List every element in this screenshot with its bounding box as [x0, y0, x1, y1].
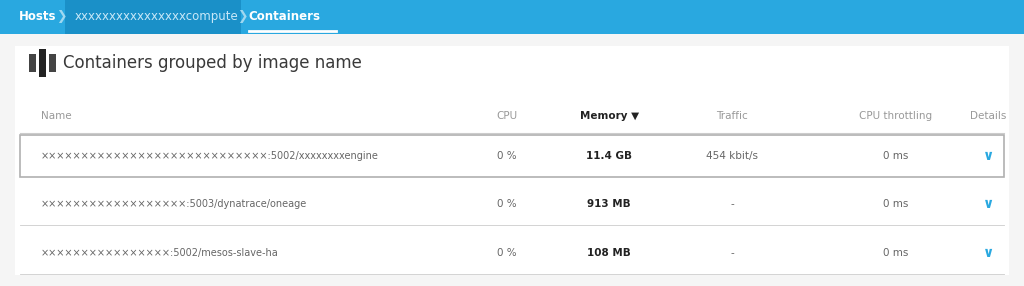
Text: Traffic: Traffic — [716, 111, 749, 121]
Text: Details: Details — [970, 111, 1007, 121]
Bar — [0, 0, 1024, 34]
Bar — [65, 0, 241, 34]
Text: ∨: ∨ — [983, 198, 993, 211]
Bar — [39, 49, 46, 76]
Text: 108 MB: 108 MB — [588, 248, 631, 258]
Text: 454 kbit/s: 454 kbit/s — [707, 151, 758, 161]
Text: 0 ms: 0 ms — [884, 248, 908, 258]
Text: ××××××××××××××××:5002/mesos-slave-ha: ××××××××××××××××:5002/mesos-slave-ha — [41, 248, 279, 258]
Text: CPU throttling: CPU throttling — [859, 111, 933, 121]
Text: 11.4 GB: 11.4 GB — [587, 151, 632, 161]
Text: ∨: ∨ — [983, 149, 993, 163]
Bar — [0, 34, 1024, 286]
Text: ❯: ❯ — [238, 10, 248, 23]
Text: 0 %: 0 % — [497, 200, 517, 209]
Text: Containers: Containers — [249, 10, 321, 23]
Text: 0 %: 0 % — [497, 248, 517, 258]
Bar — [29, 54, 36, 72]
Text: Memory ▼: Memory ▼ — [580, 111, 639, 121]
Text: Hosts: Hosts — [18, 10, 56, 23]
Text: -: - — [730, 248, 734, 258]
Text: 913 MB: 913 MB — [588, 200, 631, 209]
Text: Containers grouped by image name: Containers grouped by image name — [63, 54, 362, 72]
Text: ××××××××××××××××××:5003/dynatrace/oneage: ××××××××××××××××××:5003/dynatrace/oneage — [41, 200, 307, 209]
Text: -: - — [730, 200, 734, 209]
Text: 0 %: 0 % — [497, 151, 517, 161]
Bar — [49, 54, 56, 72]
Bar — [15, 46, 1009, 275]
Text: ××××××××××××××××××××××××××××:5002/xxxxxxxxengine: ××××××××××××××××××××××××××××:5002/xxxxxx… — [41, 151, 379, 161]
Bar — [20, 135, 1004, 176]
Text: Name: Name — [41, 111, 72, 121]
Text: ∨: ∨ — [983, 246, 993, 260]
Text: CPU: CPU — [497, 111, 517, 121]
Text: 0 ms: 0 ms — [884, 151, 908, 161]
Text: xxxxxxxxxxxxxxxxcompute: xxxxxxxxxxxxxxxxcompute — [75, 10, 239, 23]
Text: ❯: ❯ — [56, 10, 67, 23]
Text: 0 ms: 0 ms — [884, 200, 908, 209]
